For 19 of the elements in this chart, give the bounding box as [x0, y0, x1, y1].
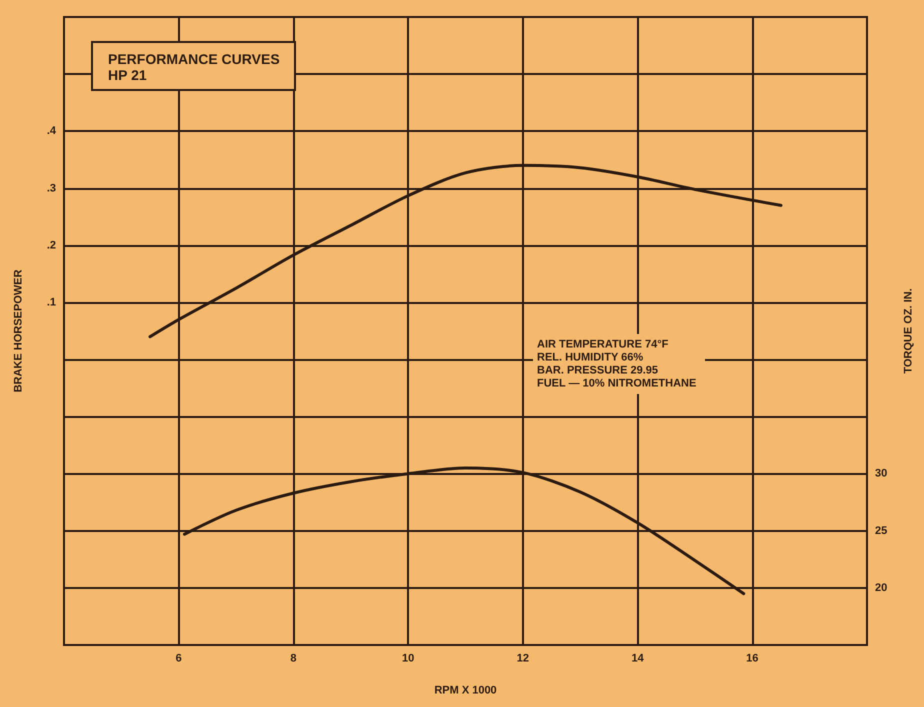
y-tick-label: .2: [46, 239, 56, 252]
y2-tick-label: 25: [875, 524, 888, 537]
x-tick-label: 14: [631, 652, 645, 664]
x-tick-label: 10: [402, 652, 414, 664]
y-tick-label: .3: [46, 182, 56, 194]
y2-tick-label: 20: [875, 582, 888, 594]
annotation: AIR TEMPERATURE 74°F REL. HUMIDITY 66% BAR. PRESSURE 29.95 FUEL — 10% NITROMETHANE: [537, 338, 696, 390]
y-axis-title: BRAKE HORSEPOWER: [12, 270, 24, 392]
x-axis-title: RPM X 1000: [434, 684, 497, 696]
x-tick-label: 12: [516, 652, 529, 664]
y-tick-label: .1: [46, 296, 56, 308]
text: HP 21: [108, 67, 147, 83]
y2-axis-title: TORQUE OZ. IN.: [902, 288, 914, 374]
x-tick-label: 8: [290, 652, 296, 664]
text: PERFORMANCE CURVES: [108, 51, 280, 67]
y-tick-label: .4: [46, 125, 57, 138]
x-tick-label: 6: [176, 652, 182, 664]
y2-tick-label: 30: [875, 468, 888, 480]
x-tick-label: 16: [746, 652, 758, 664]
